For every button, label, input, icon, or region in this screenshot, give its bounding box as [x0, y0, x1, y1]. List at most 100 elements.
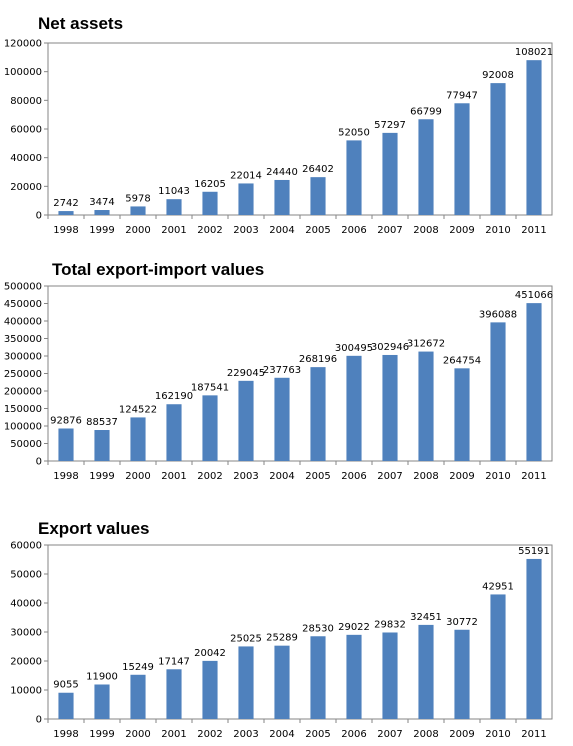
y-tick-label: 400000 [4, 317, 42, 328]
x-tick-label: 2011 [521, 729, 546, 740]
x-tick-label: 2005 [305, 729, 330, 740]
bar [346, 355, 362, 461]
y-tick-label: 200000 [4, 387, 42, 398]
x-tick-label: 1999 [89, 729, 114, 740]
bar [310, 177, 326, 215]
x-tick-label: 1998 [53, 729, 78, 740]
x-tick-label: 2010 [485, 471, 510, 482]
bar [166, 669, 182, 719]
y-tick-label: 350000 [4, 334, 42, 345]
bar [94, 210, 110, 215]
y-tick-label: 20000 [10, 657, 42, 668]
bar-value-label: 11900 [86, 671, 118, 682]
bar-value-label: 66799 [410, 106, 442, 117]
bar [418, 119, 434, 215]
bar-value-label: 88537 [86, 417, 118, 428]
x-tick-label: 2000 [125, 225, 150, 236]
x-tick-label: 2005 [305, 225, 330, 236]
bar [238, 646, 254, 719]
bar [238, 183, 254, 215]
x-tick-label: 2004 [269, 471, 294, 482]
x-tick-label: 2006 [341, 729, 366, 740]
y-tick-label: 50000 [10, 570, 42, 581]
bar-value-label: 229045 [227, 368, 265, 379]
bar-value-label: 17147 [158, 656, 190, 667]
x-tick-label: 2002 [197, 729, 222, 740]
bar [238, 380, 254, 461]
bar-value-label: 451066 [515, 290, 553, 301]
bar-value-label: 22014 [230, 170, 262, 181]
bar-value-label: 25289 [266, 633, 298, 644]
y-tick-label: 40000 [10, 599, 42, 610]
chart-total-export-import: 0 50000 100000 150000 200000 250000 300000 3500… [4, 282, 553, 483]
x-tick-label: 2000 [125, 471, 150, 482]
x-tick-label: 2011 [521, 471, 546, 482]
y-tick-label: 100000 [4, 67, 42, 78]
x-tick-label: 2003 [233, 729, 258, 740]
bar-value-label: 29022 [338, 622, 370, 633]
y-tick-label: 450000 [4, 299, 42, 310]
y-tick-label: 0 [36, 715, 42, 726]
x-tick-label: 2001 [161, 729, 186, 740]
x-tick-label: 2009 [449, 225, 474, 236]
x-tick-label: 2004 [269, 729, 294, 740]
bar [526, 60, 542, 216]
bar [166, 199, 182, 215]
x-tick-label: 2008 [413, 471, 438, 482]
bar-value-label: 55191 [518, 546, 550, 557]
bar [490, 322, 506, 461]
bar-value-label: 162190 [155, 391, 193, 402]
bar [58, 211, 74, 215]
bar-value-label: 15249 [122, 662, 154, 673]
y-tick-label: 250000 [4, 369, 42, 380]
x-tick-label: 2005 [305, 471, 330, 482]
bar [490, 594, 506, 719]
plot-area [47, 544, 553, 720]
y-tick-label: 30000 [10, 628, 42, 639]
x-tick-label: 2006 [341, 471, 366, 482]
bar-value-label: 26402 [302, 164, 334, 175]
bar-value-label: 42951 [482, 581, 514, 592]
y-tick-label: 0 [36, 457, 42, 468]
bar [94, 684, 110, 719]
bar [382, 132, 398, 215]
bar-value-label: 57297 [374, 120, 406, 131]
chart-title-net-assets: Net assets [38, 14, 124, 33]
bar [454, 103, 470, 215]
bar [202, 191, 218, 215]
x-tick-label: 2000 [125, 729, 150, 740]
bar [454, 368, 470, 461]
bar [526, 303, 542, 461]
bar [58, 692, 74, 719]
x-tick-label: 2011 [521, 225, 546, 236]
chart-net-assets: 0 20000 40000 60000 80000 100000 120000 2742 199… [4, 39, 553, 237]
x-tick-label: 2010 [485, 225, 510, 236]
bar [382, 632, 398, 719]
x-tick-label: 2007 [377, 729, 402, 740]
bar [130, 417, 146, 461]
y-tick-label: 0 [36, 211, 42, 222]
bar [274, 179, 290, 215]
bar-value-label: 5978 [125, 193, 150, 204]
x-tick-label: 1999 [89, 225, 114, 236]
x-tick-label: 1998 [53, 225, 78, 236]
x-tick-label: 1998 [53, 471, 78, 482]
chart-title-total-export-import: Total export-import values [52, 260, 265, 279]
y-tick-label: 80000 [10, 96, 42, 107]
y-tick-label: 60000 [10, 125, 42, 136]
x-tick-label: 2004 [269, 225, 294, 236]
bar [310, 636, 326, 719]
bar [274, 645, 290, 719]
bar-value-label: 25025 [230, 633, 262, 644]
bar-value-label: 264754 [443, 355, 481, 366]
x-tick-label: 2001 [161, 471, 186, 482]
x-tick-label: 2010 [485, 729, 510, 740]
chart-export-values: 0 10000 20000 30000 40000 50000 60000 9055 1998 1… [10, 541, 553, 740]
x-tick-label: 2007 [377, 471, 402, 482]
x-tick-label: 2003 [233, 471, 258, 482]
y-tick-label: 40000 [10, 153, 42, 164]
x-tick-label: 2009 [449, 729, 474, 740]
bar-value-label: 32451 [410, 612, 442, 623]
x-tick-label: 1999 [89, 471, 114, 482]
x-tick-label: 2002 [197, 225, 222, 236]
